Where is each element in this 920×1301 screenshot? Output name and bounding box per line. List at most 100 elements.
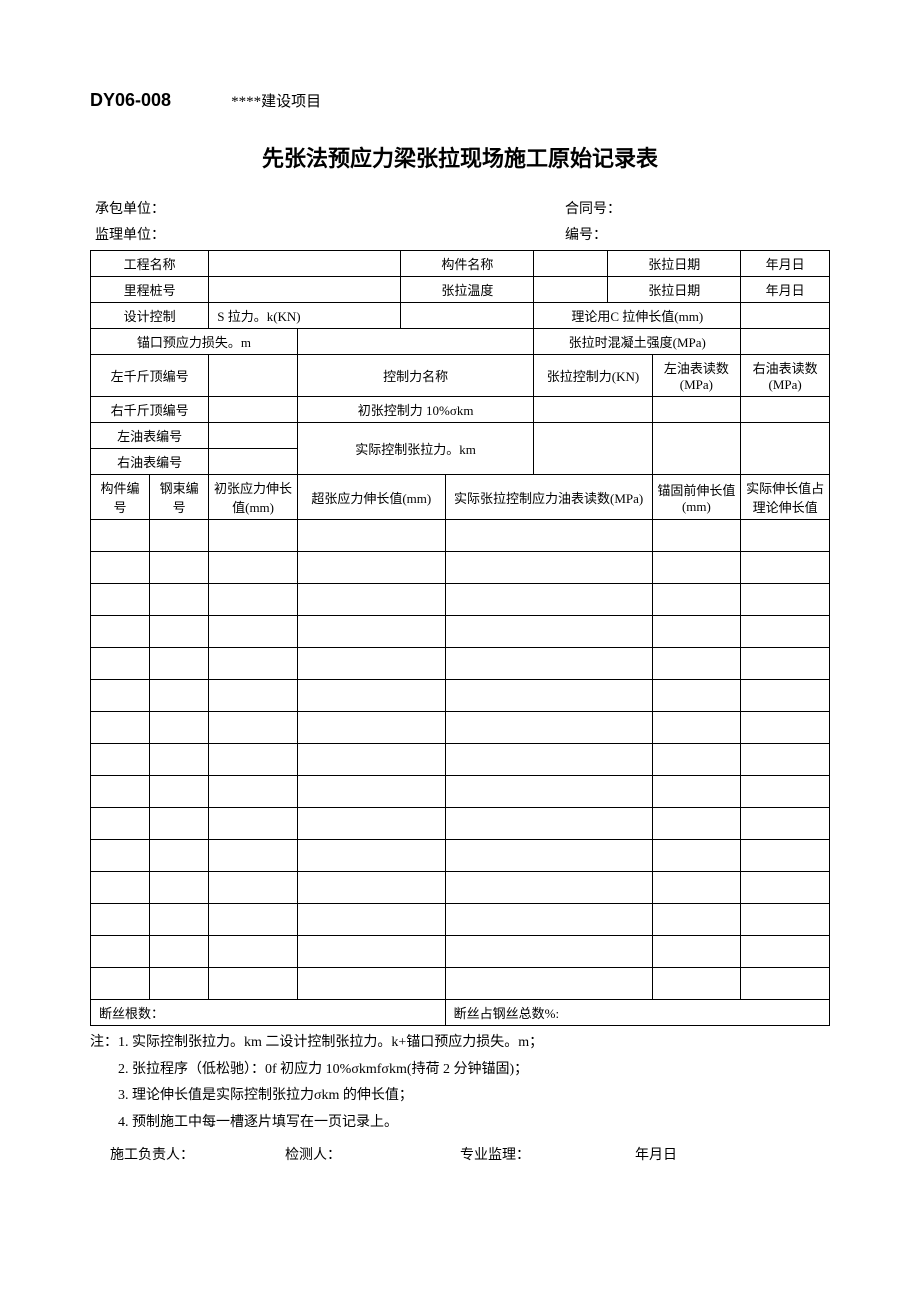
cell-value — [652, 712, 741, 744]
col-header: 锚固前伸长值(mm) — [652, 475, 741, 520]
cell-label: S 拉力。k(KN) — [209, 303, 401, 329]
cell-value — [741, 552, 830, 584]
cell-value — [209, 968, 298, 1000]
cell-label: 右千斤顶编号 — [91, 397, 209, 423]
cell-value — [91, 648, 150, 680]
cell-value — [741, 680, 830, 712]
cell-value — [297, 712, 445, 744]
table-row — [91, 936, 830, 968]
cell-value — [150, 808, 209, 840]
cell-value — [91, 584, 150, 616]
cell-value — [150, 840, 209, 872]
cell-value — [91, 968, 150, 1000]
cell-value — [297, 648, 445, 680]
cell-value — [91, 712, 150, 744]
cell-value — [652, 968, 741, 1000]
cell-value — [652, 840, 741, 872]
cell-value — [652, 584, 741, 616]
cell-value — [445, 680, 652, 712]
cell-value — [741, 712, 830, 744]
cell-value — [652, 904, 741, 936]
table-row — [91, 648, 830, 680]
cell-value — [741, 303, 830, 329]
cell-value — [91, 552, 150, 584]
cell-value — [150, 968, 209, 1000]
table-row — [91, 776, 830, 808]
cell-value — [445, 840, 652, 872]
cell-value — [297, 584, 445, 616]
cell-value — [91, 840, 150, 872]
cell-value — [741, 616, 830, 648]
cell-value — [652, 552, 741, 584]
table-row — [91, 680, 830, 712]
serial-no-label: 编号： — [565, 224, 825, 244]
cell-value — [445, 584, 652, 616]
cell-value — [209, 904, 298, 936]
cell-value — [209, 423, 298, 449]
cell-value — [741, 744, 830, 776]
supervisor-label: 监理单位： — [95, 224, 565, 244]
cell-value — [91, 904, 150, 936]
cell-label: 张拉温度 — [401, 277, 534, 303]
cell-value — [445, 808, 652, 840]
cell-label: 左油表编号 — [91, 423, 209, 449]
supervisor: 专业监理： — [460, 1144, 635, 1164]
cell-value — [741, 808, 830, 840]
table-row: 左千斤顶编号 控制力名称 张拉控制力(KN) 左油表读数(MPa) 右油表读数(… — [91, 355, 830, 397]
note-prefix: 注： — [90, 1035, 118, 1050]
cell-value — [91, 680, 150, 712]
cell-value — [150, 552, 209, 584]
notes-section: 注：1. 实际控制张拉力。km 二设计控制张拉力。k+锚口预应力损失。m； 2.… — [90, 1030, 830, 1136]
cell-value — [741, 520, 830, 552]
cell-label: 张拉日期 — [608, 251, 741, 277]
cell-value — [297, 776, 445, 808]
cell-value — [150, 648, 209, 680]
cell-value — [150, 712, 209, 744]
cell-value — [150, 616, 209, 648]
note-3: 3. 理论伸长值是实际控制张拉力σkm 的伸长值； — [90, 1083, 830, 1110]
cell-value — [91, 936, 150, 968]
cell-value — [150, 680, 209, 712]
cell-value — [150, 936, 209, 968]
table-row — [91, 872, 830, 904]
cell-value — [534, 251, 608, 277]
cell-value — [209, 680, 298, 712]
cell-value — [445, 520, 652, 552]
table-row: 左油表编号 实际控制张拉力。km — [91, 423, 830, 449]
cell-value — [445, 712, 652, 744]
cell-value — [150, 904, 209, 936]
cell-value — [91, 872, 150, 904]
cell-label: 控制力名称 — [297, 355, 533, 397]
cell-value — [652, 616, 741, 648]
cell-value — [209, 584, 298, 616]
cell-value — [445, 744, 652, 776]
cell-value — [741, 423, 830, 475]
cell-label: 张拉日期 — [608, 277, 741, 303]
note-2: 2. 张拉程序（低松驰）：0f 初应力 10%σkmfσkm(持荷 2 分钟锚固… — [90, 1057, 830, 1084]
info-row-2: 监理单位： 编号： — [90, 224, 830, 244]
cell-value — [209, 776, 298, 808]
cell-value — [297, 840, 445, 872]
cell-value — [209, 648, 298, 680]
cell-value — [297, 680, 445, 712]
cell-value — [445, 936, 652, 968]
cell-value — [209, 251, 401, 277]
table-row — [91, 968, 830, 1000]
cell-value — [209, 552, 298, 584]
header-row: DY06-008 ****建设项目 — [90, 90, 830, 111]
cell-value — [91, 520, 150, 552]
table-row: 设计控制 S 拉力。k(KN) 理论用C 拉伸长值(mm) — [91, 303, 830, 329]
cell-value — [741, 584, 830, 616]
table-row: 右千斤顶编号 初张控制力 10%σkm — [91, 397, 830, 423]
cell-label: 张拉控制力(KN) — [534, 355, 652, 397]
cell-value — [91, 808, 150, 840]
cell-value — [741, 329, 830, 355]
col-header: 钢束编号 — [150, 475, 209, 520]
cell-label: 初张控制力 10%σkm — [297, 397, 533, 423]
cell-value — [741, 776, 830, 808]
date: 年月日 — [635, 1144, 810, 1164]
table-row — [91, 584, 830, 616]
cell-value — [297, 904, 445, 936]
cell-value — [209, 744, 298, 776]
cell-value — [652, 936, 741, 968]
